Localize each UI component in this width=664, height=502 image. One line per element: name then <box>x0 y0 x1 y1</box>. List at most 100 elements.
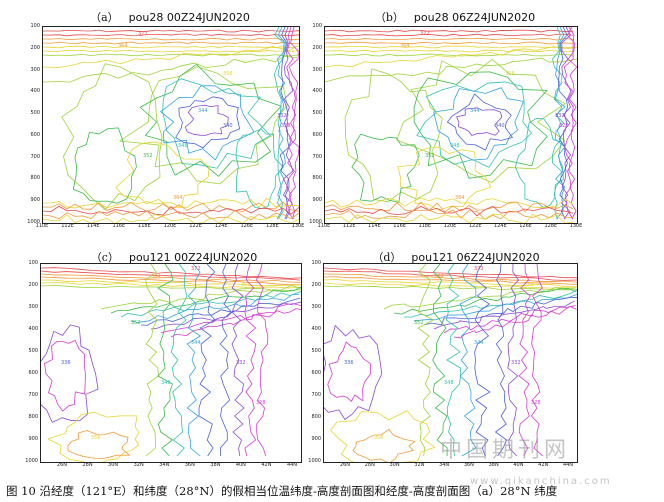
upper-contour <box>325 38 574 41</box>
upper-contour <box>325 41 574 45</box>
contour-label: 364 <box>455 195 465 201</box>
y-tick-label: 400 <box>311 326 321 332</box>
low-contour <box>115 141 210 208</box>
upper-contour <box>43 33 299 37</box>
north-contour <box>530 264 544 457</box>
upper-contour <box>43 41 299 45</box>
x-tick-label: 120E <box>443 223 457 229</box>
convection-contour <box>162 78 271 169</box>
jet-contour <box>130 293 300 323</box>
contour-label: 328 <box>531 400 541 406</box>
x-tick-label: 122E <box>468 223 482 229</box>
south-contour <box>44 339 86 412</box>
y-tick-label: 200 <box>28 282 38 288</box>
low-contour <box>47 411 140 462</box>
y-tick-label: 100 <box>311 260 321 266</box>
panel-a-title: （a） pou28 00Z24JUN2020 <box>60 9 280 25</box>
frontal-contour <box>186 264 202 457</box>
edge-contour <box>557 27 569 220</box>
panel-a-contours: 372 364 356 344 340 348 352 332 328 364 <box>43 27 299 223</box>
north-contour <box>255 264 269 457</box>
y-tick-label: 800 <box>311 414 321 420</box>
x-tick-label: 118E <box>418 223 432 229</box>
contour-label: 340 <box>495 123 505 129</box>
contour-label: 332 <box>555 113 565 119</box>
jet-contour <box>433 301 575 330</box>
y-tick-label: 700 <box>30 153 40 160</box>
upper-contour <box>324 278 577 288</box>
edge-contour <box>552 27 563 220</box>
x-tick-label: 26N <box>339 462 351 468</box>
contour-label: 364 <box>151 274 161 280</box>
north-contour <box>219 264 232 457</box>
low-contour <box>67 430 131 459</box>
x-tick-label: 126E <box>240 223 254 229</box>
upper-contour <box>324 270 577 281</box>
jet-contour <box>100 285 301 310</box>
surface-contour <box>325 205 574 217</box>
x-tick-label: 116E <box>112 223 126 229</box>
upper-contour <box>41 282 301 289</box>
y-tick-label: 1000 <box>309 219 322 225</box>
y-tick-label: 500 <box>28 348 38 354</box>
contour-label: 348 <box>450 143 460 149</box>
x-tick-label: 32N <box>414 462 425 468</box>
upper-contour <box>325 53 574 57</box>
upper-contour <box>43 53 299 57</box>
x-tick-label: 122E <box>189 223 202 229</box>
y-tick-label: 900 <box>28 436 38 442</box>
mid-contour <box>325 57 577 83</box>
convection-contour <box>413 71 548 179</box>
x-tick-label: 34N <box>159 462 170 468</box>
frontal-contour <box>198 264 216 457</box>
x-tick-label: 38N <box>488 462 499 468</box>
x-tick-label: 126E <box>519 223 532 229</box>
x-tick-label: 110E <box>35 223 49 229</box>
jet-contour <box>110 286 301 314</box>
contour-label: 356 <box>524 282 534 288</box>
north-contour <box>244 264 257 457</box>
mid-contour <box>344 68 443 203</box>
edge-contour <box>554 27 566 220</box>
y-tick-label: 900 <box>312 197 322 204</box>
frontal-contour <box>432 264 448 457</box>
convection-contour <box>139 63 282 177</box>
contour-label: 356 <box>241 282 251 288</box>
y-tick-label: 600 <box>28 370 38 376</box>
jet-contour <box>393 287 577 315</box>
upper-contour <box>41 279 301 287</box>
panel-b-plot: 372 364 356 344 340 348 352 332 328 364 <box>324 26 578 224</box>
x-tick-label: 38N <box>210 462 221 468</box>
low-contour <box>514 118 564 208</box>
x-tick-label: 36N <box>184 462 195 468</box>
contour-label: 348 <box>178 143 188 149</box>
surface-contour <box>325 201 574 213</box>
contour-label: 332 <box>277 113 287 119</box>
watermark-url: www.qikanchina.com <box>470 476 612 487</box>
jet-contour <box>413 293 577 322</box>
upper-contour <box>43 29 299 33</box>
contour-label: 352 <box>414 320 424 326</box>
frontal-contour <box>445 264 461 457</box>
low-contour <box>397 146 492 211</box>
y-tick-label: 300 <box>30 66 40 73</box>
contour-label: 344 <box>470 108 480 114</box>
x-tick-label: 42N <box>261 462 272 468</box>
x-tick-label: 28N <box>82 462 93 468</box>
surface-contour <box>325 197 574 208</box>
x-tick-label: 26N <box>56 462 68 468</box>
contour-label: 336 <box>344 360 354 366</box>
convection-contour <box>119 66 288 185</box>
y-tick-label: 200 <box>311 282 321 288</box>
jet-contour <box>443 305 576 334</box>
contour-label: 336 <box>61 360 71 366</box>
panel-c-contours: 372 364 356 332 328 336 356 348 344 352 <box>41 264 301 462</box>
panel-c-plot: 372 364 356 332 328 336 356 348 344 352 <box>40 263 302 463</box>
mid-contour <box>72 127 137 204</box>
surface-contour <box>43 205 299 216</box>
watermark-cn: 中国期刊网 <box>440 438 571 463</box>
contour-label: 328 <box>281 123 291 129</box>
low-contour <box>330 410 436 462</box>
contour-label: 348 <box>161 380 171 386</box>
contour-label: 344 <box>198 108 208 114</box>
